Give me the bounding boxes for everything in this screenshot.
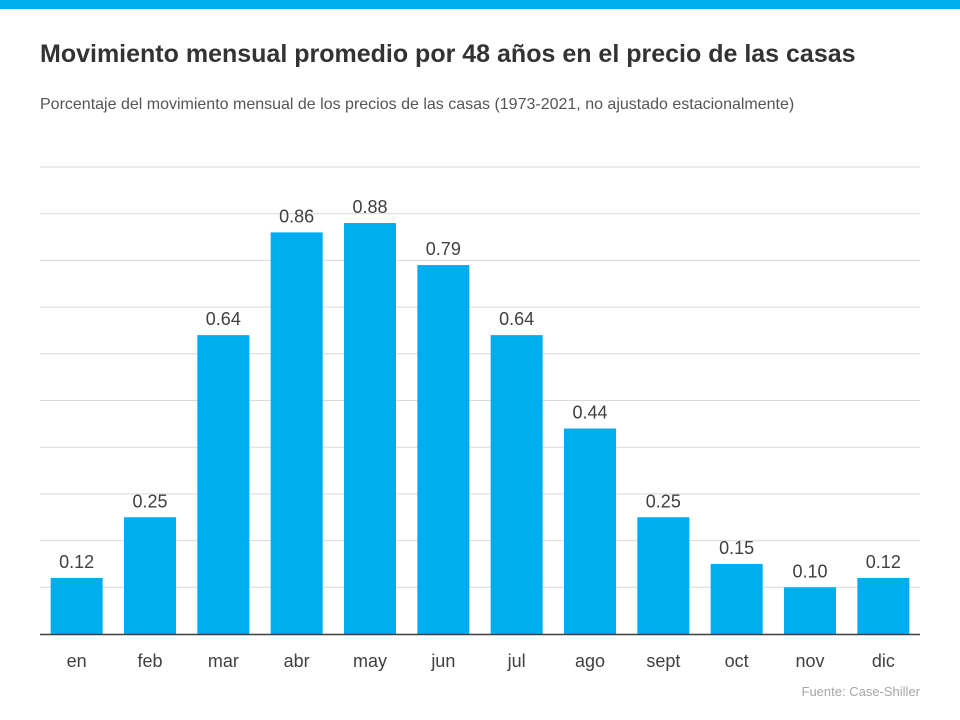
chart-subtitle: Porcentaje del movimiento mensual de los… [40,96,795,113]
tick-label-abr: abr [284,651,310,671]
tick-label-dic: dic [872,651,895,671]
bar-nov [784,587,836,634]
gridlines [40,166,920,588]
tick-label-en: en [67,651,87,671]
bar-oct [710,563,763,634]
value-label-jun: 0.79 [426,239,461,259]
value-label-en: 0.12 [59,552,94,572]
value-label-mar: 0.64 [206,309,241,329]
bar-en [50,577,103,634]
tick-label-sept: sept [646,651,680,671]
tick-label-jul: jul [507,651,526,671]
value-label-nov: 0.10 [792,561,827,581]
value-label-oct: 0.15 [719,538,754,558]
bar-sept [637,517,690,634]
value-label-dic: 0.12 [866,552,901,572]
tick-label-may: may [353,651,387,671]
bar-ago [564,428,616,634]
x-tick-labels: en feb mar abr may jun jul ago sept oct nov dic [67,651,895,671]
bar-may [344,223,396,635]
value-label-jul: 0.64 [499,309,534,329]
bar-jun [417,265,470,634]
value-label-sept: 0.25 [646,491,681,511]
tick-label-oct: oct [725,651,749,671]
value-label-feb: 0.25 [132,491,167,511]
bar-feb [124,517,176,634]
tick-label-mar: mar [208,651,239,671]
tick-label-jun: jun [430,651,455,671]
bar-dic [857,577,910,634]
value-label-may: 0.88 [352,197,387,217]
source-note: Fuente: Case-Shiller [801,684,921,699]
bar-abr [270,232,323,634]
bar-jul [490,335,543,634]
bar-mar [197,335,250,634]
value-labels: 0.12 0.25 0.64 0.86 0.88 0.79 0.64 0.44 0.25 0.15… [59,197,901,581]
tick-label-feb: feb [137,651,162,671]
tick-label-nov: nov [795,651,824,671]
bars [50,223,910,635]
top-accent-bar [0,0,960,9]
value-label-abr: 0.86 [279,206,314,226]
tick-label-ago: ago [575,651,605,671]
chart-title: Movimiento mensual promedio por 48 años … [40,40,856,68]
value-label-ago: 0.44 [572,403,607,423]
